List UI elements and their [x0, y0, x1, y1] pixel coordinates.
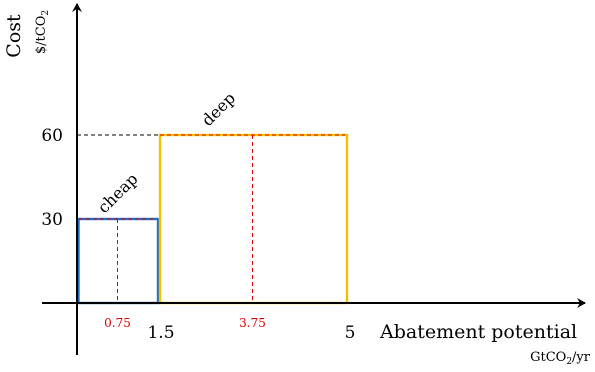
series-label-cheap: cheap [94, 169, 142, 217]
x-tick-1.5: 1.5 [147, 323, 174, 343]
x-axis-unit: GtCO2/yr [530, 350, 591, 367]
x-axis-label: Abatement potential [379, 321, 577, 343]
axes-layer [42, 3, 586, 355]
x-tick-5: 5 [345, 323, 356, 343]
midpoint-label-cheap: 0.75 [104, 316, 131, 330]
y-axis-unit: $/tCO2 [34, 10, 51, 54]
y-tick-60: 60 [41, 126, 63, 146]
bar-cheap [77, 217, 160, 305]
series-label-deep: deep [198, 88, 239, 129]
y-tick-30: 30 [41, 210, 63, 230]
bars-layer [77, 133, 349, 305]
y-axis-label: Cost [3, 14, 25, 58]
midpoint-label-deep: 3.75 [239, 316, 266, 330]
labels-layer: 0.75 cheap 3.75 deep 30 60 1.5 5 Abatement poten… [3, 10, 591, 367]
guides-layer [77, 134, 345, 303]
bar-deep [158, 133, 349, 305]
